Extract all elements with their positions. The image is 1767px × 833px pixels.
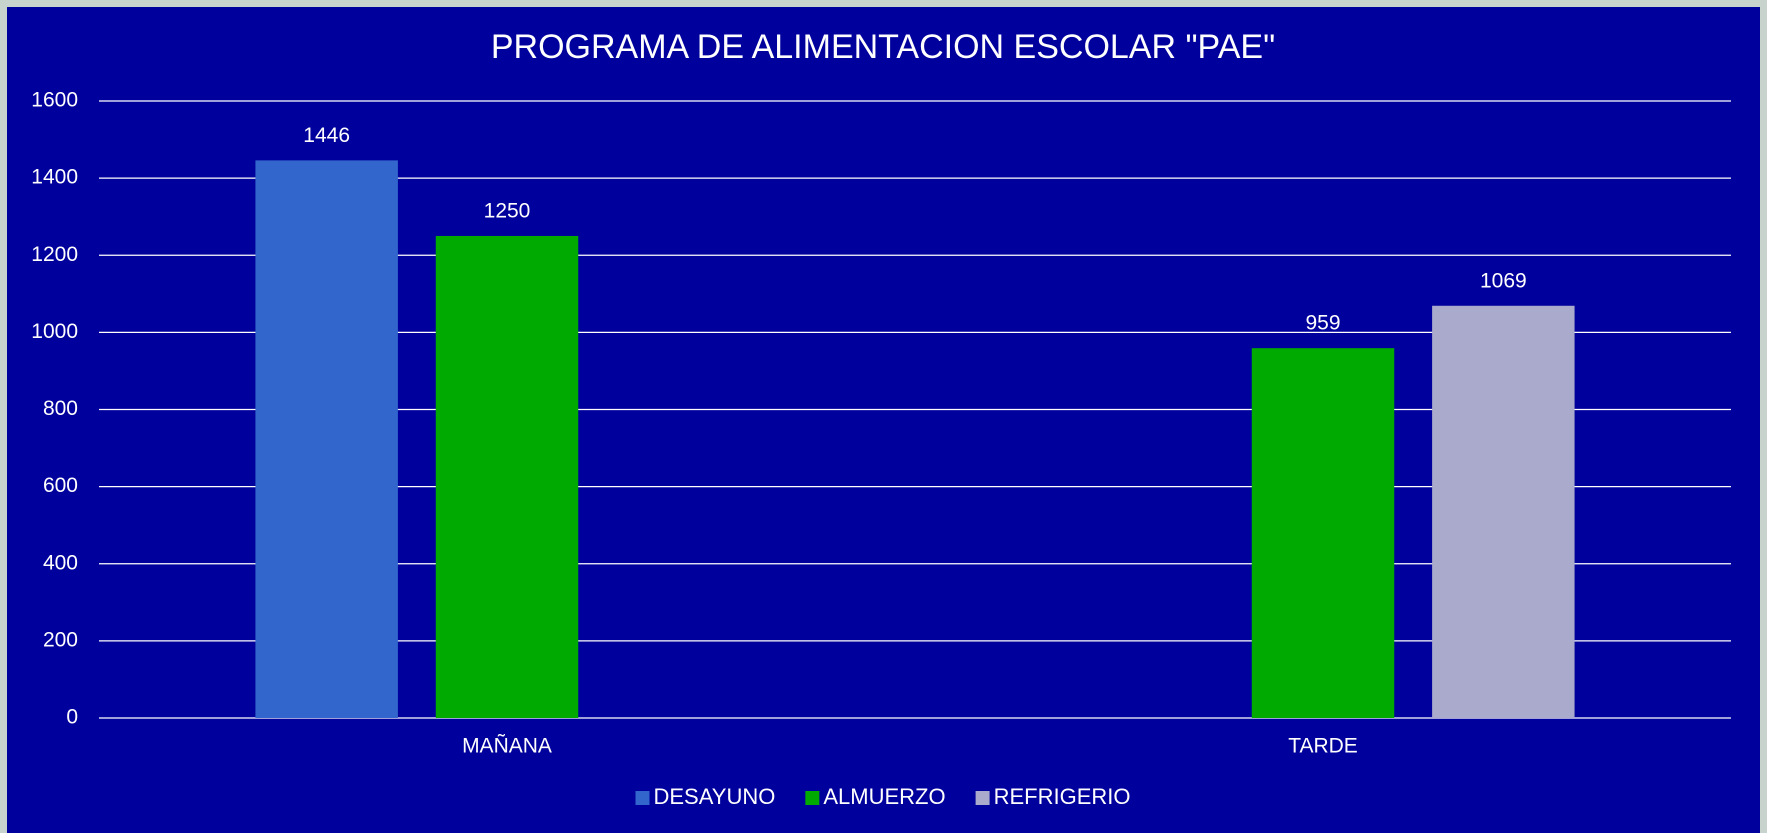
chart-title: PROGRAMA DE ALIMENTACION ESCOLAR "PAE" (491, 28, 1275, 66)
bar (1432, 305, 1575, 718)
y-tick-label: 1600 (31, 89, 78, 112)
legend-label: DESAYUNO (654, 784, 776, 809)
legend-label: ALMUERZO (823, 784, 945, 809)
x-tick-label: TARDE (1288, 735, 1358, 758)
y-tick-label: 400 (43, 551, 78, 574)
data-label: 1446 (303, 124, 350, 147)
data-label: 1250 (484, 200, 531, 223)
y-tick-label: 1000 (31, 320, 78, 343)
legend-swatch (805, 791, 820, 805)
data-label: 1069 (1480, 269, 1527, 292)
y-tick-label: 1200 (31, 243, 78, 266)
data-label: 959 (1305, 312, 1340, 335)
bar (435, 235, 579, 718)
legend-label: REFRIGERIO (994, 784, 1131, 809)
y-tick-label: 800 (43, 397, 78, 420)
y-tick-label: 600 (43, 474, 78, 497)
legend-swatch (635, 791, 650, 805)
y-tick-label: 0 (66, 706, 78, 729)
legend-swatch (975, 791, 990, 805)
bar (255, 160, 398, 719)
y-tick-label: 1400 (31, 166, 78, 189)
y-tick-label: 200 (43, 628, 78, 651)
bar (1251, 348, 1395, 718)
x-tick-label: MAÑANA (462, 734, 552, 758)
